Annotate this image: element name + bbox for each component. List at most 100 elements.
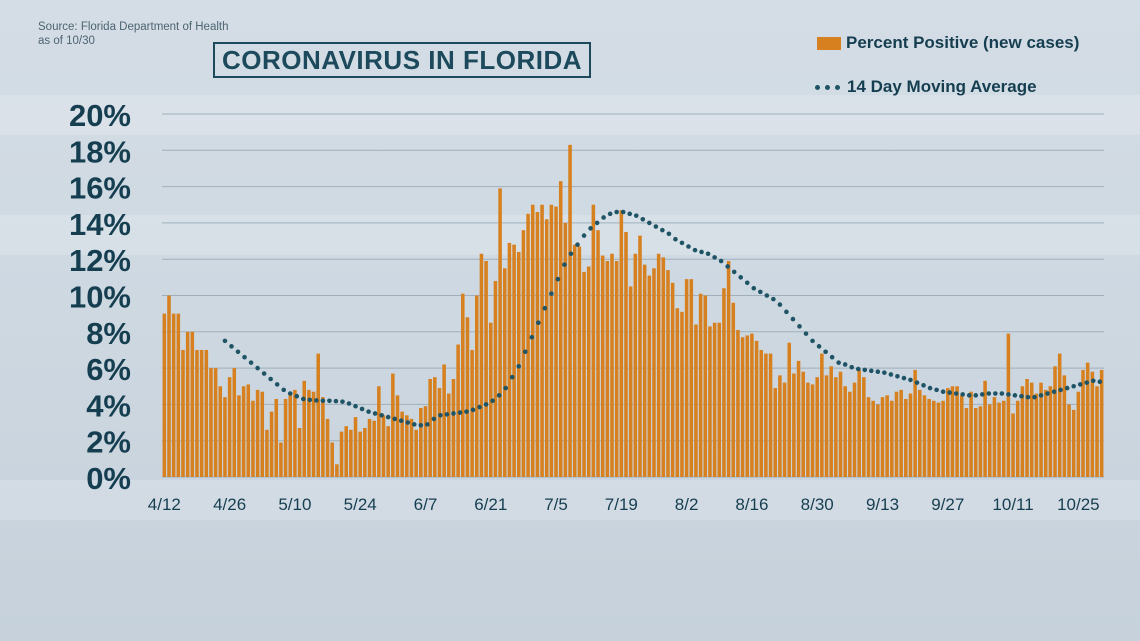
bar [316,353,320,477]
avg-point [503,385,508,391]
avg-point [1071,383,1076,389]
avg-point [725,264,730,269]
bar [661,257,666,477]
avg-point [268,376,273,382]
bar [843,386,847,477]
bar [880,397,885,477]
avg-point [385,414,391,420]
bar [666,270,670,477]
bar [717,322,722,477]
avg-point [914,380,920,385]
bar [722,288,726,477]
avg-point [940,389,946,394]
avg-point [340,399,345,404]
bar [372,420,376,477]
bar [1090,371,1095,477]
legend-line-label: 14 Day Moving Average [847,77,1037,96]
bar [297,427,302,477]
bar [1095,386,1099,477]
bar [670,282,675,477]
bar [176,313,181,477]
avg-point [1090,378,1096,384]
bar [964,408,969,477]
avg-point [392,416,398,422]
y-tick-label: 8% [86,316,131,351]
bar [339,431,344,477]
legend-bar-label: Percent Positive (new cases) [846,33,1080,52]
avg-point [790,316,796,322]
avg-point [601,215,606,220]
bar [493,280,498,477]
bar [1025,378,1029,477]
avg-point [1025,394,1031,400]
bar [227,377,232,477]
bar [512,244,516,477]
avg-point [470,407,476,413]
avg-point [620,209,626,215]
avg-point [823,349,828,355]
bar [596,230,600,477]
avg-point [705,251,711,257]
bar [377,386,381,477]
y-tick-label: 18% [69,134,131,169]
bar [554,206,558,477]
avg-point [764,293,770,298]
avg-point [979,392,985,397]
bar [633,253,638,477]
bar [391,373,395,477]
bar [288,395,293,477]
avg-point [411,422,417,427]
bar [1081,369,1085,477]
avg-point [549,291,554,296]
avg-point [888,372,894,377]
bar [302,380,307,477]
bar [955,386,959,477]
avg-point [490,398,495,404]
avg-point [575,242,580,247]
bar [461,293,465,477]
bar [647,275,652,477]
avg-point [660,227,665,233]
bar [927,398,931,477]
avg-point [320,398,326,404]
avg-point [1084,380,1090,385]
avg-point [398,418,404,424]
bar [269,411,274,477]
avg-point [418,422,424,428]
avg-point [438,412,443,418]
bar [484,261,488,477]
bar [283,398,288,477]
bar [1006,333,1011,477]
bar [829,366,833,477]
bar [181,349,185,477]
bar [544,219,549,477]
bars [162,144,1104,478]
bar [857,369,861,477]
bar [344,426,348,477]
bar [820,353,824,477]
avg-point [568,251,574,257]
x-tick-label: 7/19 [605,495,638,514]
avg-point [803,331,809,336]
bar [1071,409,1076,477]
avg-point [1077,382,1083,387]
bar [582,271,586,477]
bar [908,393,913,477]
legend-bars: Percent Positive (new cases) [817,33,1079,53]
bar [1039,382,1043,477]
avg-point [908,377,913,383]
avg-point [314,398,319,403]
bar [353,417,358,477]
bar [834,377,838,477]
y-tick-label: 6% [86,352,131,387]
bar [1057,353,1062,477]
bar [871,400,875,477]
bar [274,398,279,477]
x-tick-label: 6/7 [414,495,438,514]
bar [619,210,624,477]
bar [1001,400,1006,477]
y-tick-label: 4% [86,388,131,423]
x-tick-label: 5/10 [278,495,311,514]
avg-point [1006,392,1011,397]
bar [638,235,642,477]
